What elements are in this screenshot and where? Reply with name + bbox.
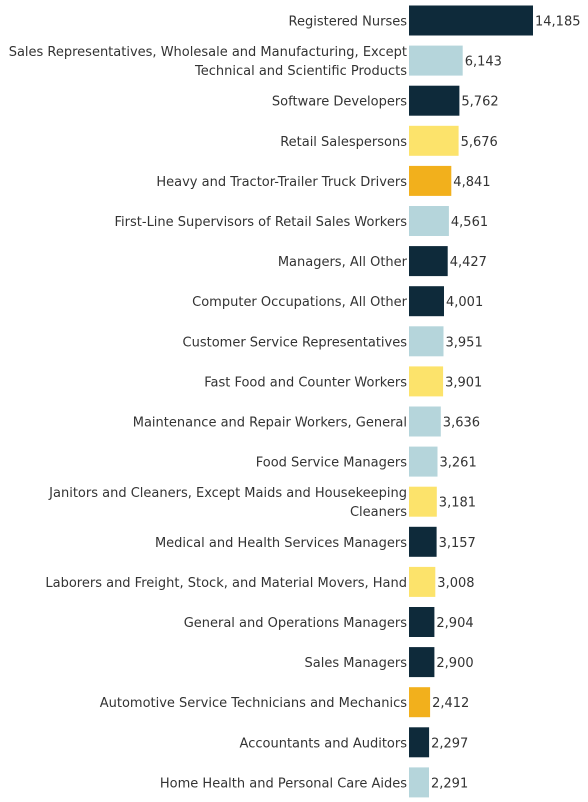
value-label: 6,143 bbox=[465, 55, 502, 70]
bars-layer: Registered Nurses 14,185 Sales Representat… bbox=[9, 5, 581, 798]
bar bbox=[409, 486, 437, 517]
category-label: Computer Occupations, All Other bbox=[192, 295, 407, 310]
bar bbox=[409, 286, 444, 317]
category-label: Customer Service Representatives bbox=[183, 335, 408, 350]
bar-row: Accountants and Auditors 2,297 bbox=[240, 727, 468, 758]
category-label: First-Line Supervisors of Retail Sales W… bbox=[115, 215, 408, 230]
category-label: Software Developers bbox=[272, 95, 407, 110]
category-label: Retail Salespersons bbox=[280, 135, 407, 150]
bar-row: Fast Food and Counter Workers 3,901 bbox=[204, 366, 482, 397]
value-label: 3,636 bbox=[443, 416, 480, 431]
value-label: 2,904 bbox=[436, 616, 473, 631]
bar bbox=[409, 45, 463, 76]
category-label: Managers, All Other bbox=[278, 255, 408, 270]
category-label: Sales Managers bbox=[305, 656, 408, 671]
value-label: 14,185 bbox=[535, 15, 581, 30]
bar-row: Medical and Health Services Managers 3,15… bbox=[155, 526, 476, 557]
bar-row: Computer Occupations, All Other 4,001 bbox=[192, 286, 483, 317]
category-label: Automotive Service Technicians and Mecha… bbox=[100, 696, 408, 711]
category-label: Heavy and Tractor-Trailer Truck Drivers bbox=[156, 175, 407, 190]
bar-row: Home Health and Personal Care Aides 2,291 bbox=[160, 767, 468, 798]
bar-row: Customer Service Representatives 3,951 bbox=[183, 326, 483, 357]
bar-row: Managers, All Other 4,427 bbox=[278, 246, 487, 277]
bar-row: General and Operations Managers 2,904 bbox=[184, 607, 474, 637]
value-label: 2,900 bbox=[436, 656, 473, 671]
value-label: 4,561 bbox=[451, 215, 488, 230]
bar-row: Automotive Service Technicians and Mecha… bbox=[100, 687, 469, 718]
category-label: Home Health and Personal Care Aides bbox=[160, 776, 407, 791]
value-label: 2,297 bbox=[431, 736, 468, 751]
value-label: 3,951 bbox=[446, 335, 483, 350]
category-label: Medical and Health Services Managers bbox=[155, 536, 407, 551]
value-label: 4,841 bbox=[453, 175, 490, 190]
bar-row: Registered Nurses 14,185 bbox=[289, 5, 581, 36]
value-label: 4,427 bbox=[450, 255, 487, 270]
bar-row: First-Line Supervisors of Retail Sales W… bbox=[115, 206, 488, 236]
bar-row: Food Service Managers 3,261 bbox=[256, 446, 477, 477]
category-label: Cleaners bbox=[350, 505, 407, 520]
bar bbox=[409, 246, 448, 277]
value-label: 3,008 bbox=[437, 576, 474, 591]
bar bbox=[409, 727, 430, 758]
bar bbox=[409, 687, 431, 718]
category-label: Sales Representatives, Wholesale and Man… bbox=[9, 45, 407, 60]
value-label: 3,901 bbox=[445, 375, 482, 390]
value-label: 2,291 bbox=[431, 776, 468, 791]
bar-row: Heavy and Tractor-Trailer Truck Drivers 4… bbox=[156, 165, 491, 196]
category-label: General and Operations Managers bbox=[184, 616, 408, 631]
category-label: Laborers and Freight, Stock, and Materia… bbox=[45, 576, 407, 591]
bar bbox=[409, 406, 441, 437]
category-label: Technical and Scientific Products bbox=[194, 64, 407, 79]
bar-row: Sales Representatives, Wholesale and Man… bbox=[9, 45, 502, 79]
bar-row: Retail Salespersons 5,676 bbox=[280, 125, 498, 156]
bar-row: Janitors and Cleaners, Except Maids and … bbox=[48, 486, 476, 520]
category-label: Registered Nurses bbox=[289, 15, 408, 30]
bar bbox=[409, 5, 533, 36]
category-label: Maintenance and Repair Workers, General bbox=[133, 416, 407, 431]
bar-row: Maintenance and Repair Workers, General 3… bbox=[133, 406, 480, 437]
bar bbox=[409, 366, 444, 397]
bar bbox=[409, 767, 429, 798]
value-label: 5,762 bbox=[461, 95, 498, 110]
bar bbox=[409, 326, 444, 357]
bar bbox=[409, 165, 452, 196]
bar bbox=[409, 85, 460, 116]
bar-row: Laborers and Freight, Stock, and Materia… bbox=[45, 566, 475, 597]
bar-row: Software Developers 5,762 bbox=[272, 85, 499, 116]
value-label: 3,157 bbox=[439, 536, 476, 551]
bar bbox=[409, 446, 438, 477]
category-label: Fast Food and Counter Workers bbox=[204, 375, 407, 390]
value-label: 3,181 bbox=[439, 496, 476, 511]
bar bbox=[409, 607, 435, 637]
bar bbox=[409, 566, 436, 597]
category-label: Janitors and Cleaners, Except Maids and … bbox=[48, 486, 407, 501]
bar bbox=[409, 647, 435, 678]
bar bbox=[409, 526, 437, 557]
value-label: 5,676 bbox=[461, 135, 498, 150]
value-label: 4,001 bbox=[446, 295, 483, 310]
value-label: 2,412 bbox=[432, 696, 469, 711]
bar bbox=[409, 125, 459, 156]
bar bbox=[409, 206, 449, 236]
category-label: Food Service Managers bbox=[256, 456, 407, 471]
bar-row: Sales Managers 2,900 bbox=[305, 647, 474, 678]
category-label: Accountants and Auditors bbox=[240, 736, 408, 751]
value-label: 3,261 bbox=[440, 456, 477, 471]
